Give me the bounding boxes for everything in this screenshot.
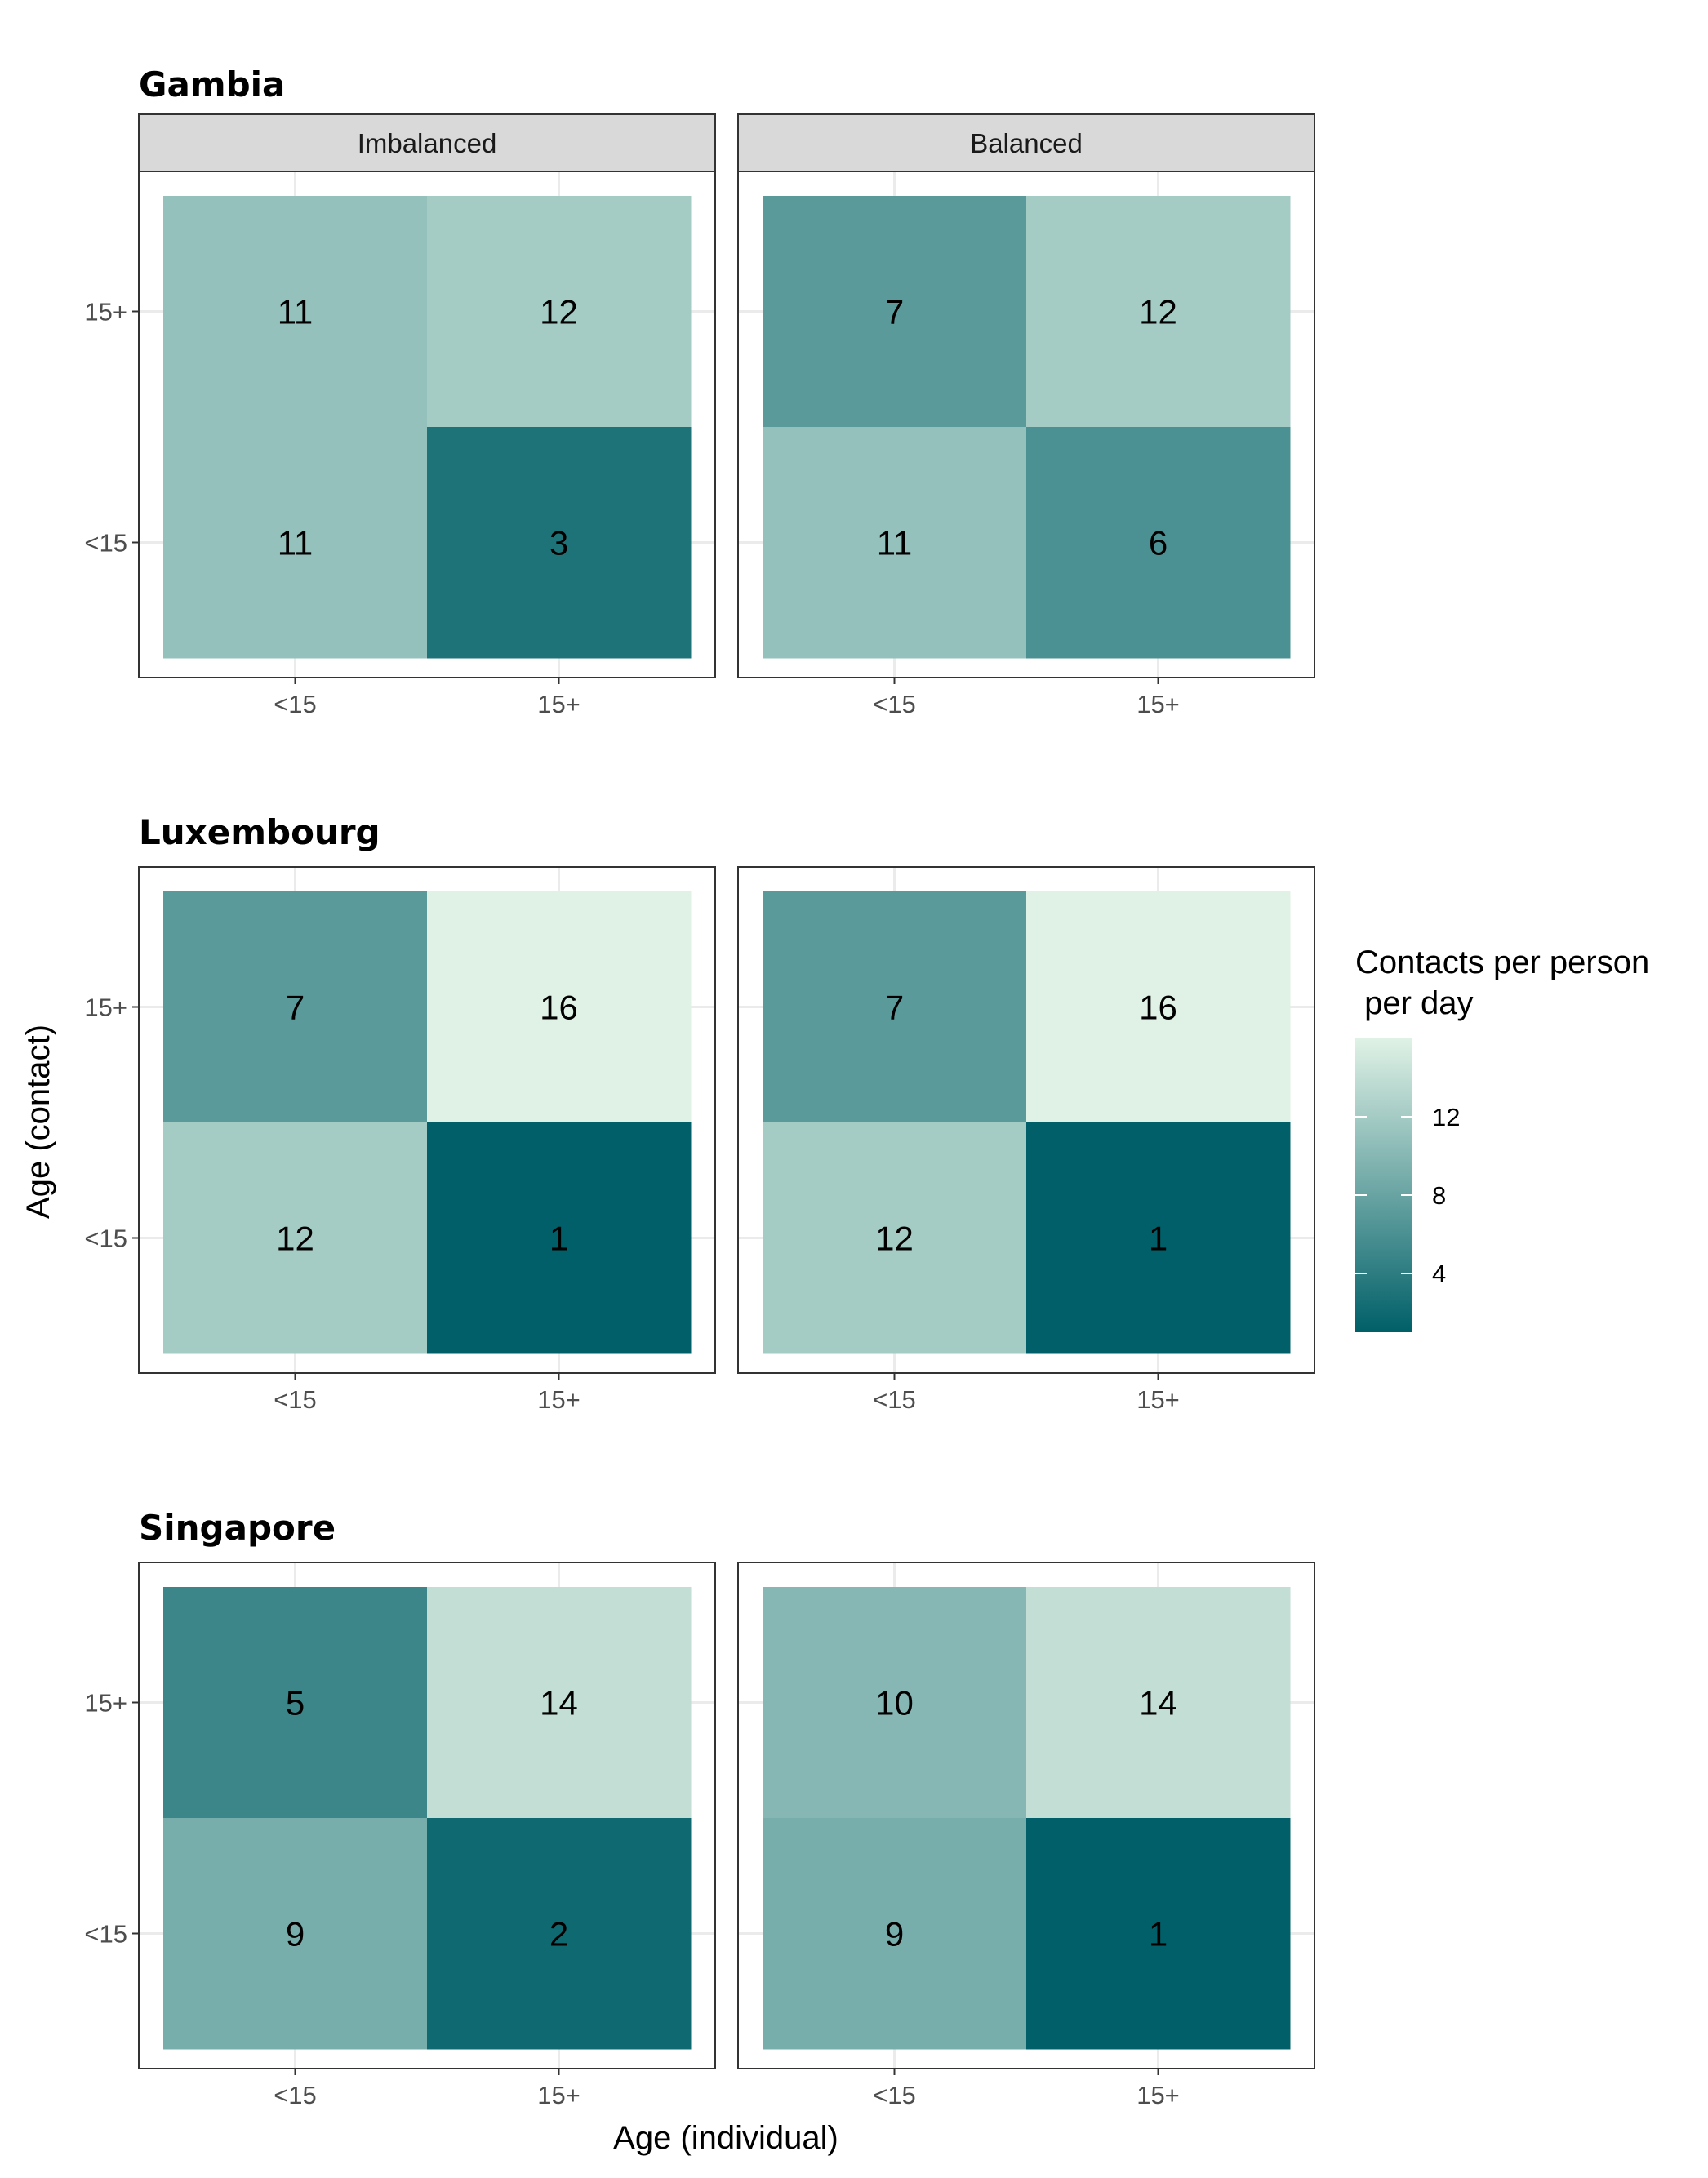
facet-panel: 7 16 12 1 <15 15+ <15 15+	[84, 866, 716, 1414]
legend-title-line: per day	[1355, 985, 1474, 1021]
y-tick-label: <15	[84, 1225, 127, 1253]
tile-value-label: 5	[286, 1684, 305, 1722]
panel-border	[737, 1562, 1315, 2069]
tile-value-label: 12	[875, 1220, 914, 1258]
x-tick-label: <15	[873, 1385, 916, 1414]
y-axis-title: Age (contact)	[20, 1025, 56, 1219]
country-title: Gambia	[139, 64, 285, 104]
heatmap-tile	[1026, 427, 1291, 659]
tile-value-label: 7	[885, 293, 904, 331]
panel-border	[138, 1562, 716, 2069]
facet-panel: 7 16 12 1 <15 15+	[737, 866, 1315, 1414]
heatmap-tile	[1026, 891, 1291, 1123]
heatmap-tile	[1026, 1818, 1291, 2050]
facet-panel: Imbalanced 11 12 11 3 <15 15+ <15 15+	[84, 113, 716, 718]
heatmap-tile	[163, 1122, 428, 1354]
heatmap-tile	[763, 1587, 1027, 1819]
y-tick-label: <15	[84, 529, 127, 558]
heatmap-tile	[427, 1122, 692, 1354]
tile-value-label: 7	[286, 989, 305, 1027]
tile-value-label: 10	[875, 1684, 914, 1722]
panel-border	[138, 171, 716, 678]
heatmap-tile	[763, 1818, 1027, 2050]
country-title: Singapore	[139, 1508, 336, 1548]
tile-value-label: 1	[1149, 1915, 1168, 1954]
facet-panel: 10 14 9 1 <15 15+	[737, 1562, 1315, 2109]
heatmap-tile	[1026, 1122, 1291, 1354]
tile-value-label: 9	[286, 1915, 305, 1954]
heatmap-tile	[163, 1587, 428, 1819]
tile-value-label: 14	[540, 1684, 578, 1722]
facet-strip-label: Imbalanced	[358, 128, 497, 158]
heatmap-tile	[427, 891, 692, 1123]
legend-colorbar	[1355, 1038, 1412, 1332]
y-tick-label: 15+	[84, 993, 127, 1022]
x-tick-label: 15+	[1136, 1385, 1180, 1414]
x-axis-title: Age (individual)	[613, 2120, 838, 2156]
x-tick-label: <15	[873, 2081, 916, 2109]
tile-value-label: 12	[276, 1220, 314, 1258]
tile-value-label: 9	[885, 1915, 904, 1954]
legend-tick-label: 12	[1432, 1103, 1460, 1131]
tile-value-label: 12	[540, 293, 578, 331]
facet-strip-label: Balanced	[970, 128, 1083, 158]
tile-value-label: 2	[549, 1915, 568, 1954]
country-title: Luxembourg	[139, 812, 380, 852]
heatmap-tile	[163, 1818, 428, 2050]
panel-border	[138, 866, 716, 1374]
y-tick-label: 15+	[84, 298, 127, 327]
panel-border	[737, 171, 1315, 678]
tile-value-label: 3	[549, 524, 568, 562]
heatmap-tile	[1026, 196, 1291, 428]
x-tick-label: 15+	[537, 690, 580, 718]
heatmap-tile	[427, 427, 692, 659]
legend-title-line: Contacts per person	[1355, 945, 1649, 980]
x-tick-label: <15	[274, 690, 317, 718]
y-tick-label: 15+	[84, 1689, 127, 1718]
heatmap-tile	[763, 427, 1027, 659]
heatmap-tile	[1026, 1587, 1291, 1819]
facet-panel: 5 14 9 2 <15 15+ <15 15+	[84, 1562, 716, 2109]
x-tick-label: <15	[873, 690, 916, 718]
legend-tick-label: 4	[1432, 1260, 1446, 1288]
x-tick-label: <15	[274, 1385, 317, 1414]
tile-value-label: 6	[1149, 524, 1168, 562]
tile-value-label: 14	[1139, 1684, 1177, 1722]
x-tick-label: 15+	[1136, 2081, 1180, 2109]
panel-border	[737, 866, 1315, 1374]
tile-value-label: 11	[278, 293, 314, 331]
x-tick-label: 15+	[537, 2081, 580, 2109]
tile-value-label: 1	[549, 1220, 568, 1258]
heatmap-tile	[163, 891, 428, 1123]
tile-value-label: 16	[1139, 989, 1177, 1027]
tile-value-label: 12	[1139, 293, 1177, 331]
color-legend: Contacts per person per day 4 8 12	[1355, 945, 1649, 1332]
heatmap-tile	[763, 1122, 1027, 1354]
facet-strip	[737, 113, 1315, 172]
x-tick-label: 15+	[537, 1385, 580, 1414]
legend-tick-label: 8	[1432, 1181, 1446, 1210]
heatmap-tile	[763, 196, 1027, 428]
x-tick-label: 15+	[1136, 690, 1180, 718]
facet-panel: Balanced 7 12 11 6 <15 15+	[737, 113, 1315, 718]
tile-value-label: 11	[278, 524, 314, 562]
heatmap-tile	[427, 1587, 692, 1819]
tile-value-label: 11	[877, 524, 913, 562]
tile-value-label: 1	[1149, 1220, 1168, 1258]
tile-value-label: 7	[885, 989, 904, 1027]
tile-value-label: 16	[540, 989, 578, 1027]
heatmap-tile	[763, 891, 1027, 1123]
heatmap-tile	[427, 1818, 692, 2050]
heatmap-tile	[427, 196, 692, 428]
heatmap-tile	[163, 427, 428, 659]
x-tick-label: <15	[274, 2081, 317, 2109]
facet-strip	[138, 113, 716, 172]
y-tick-label: <15	[84, 1920, 127, 1949]
heatmap-tile	[163, 196, 428, 428]
